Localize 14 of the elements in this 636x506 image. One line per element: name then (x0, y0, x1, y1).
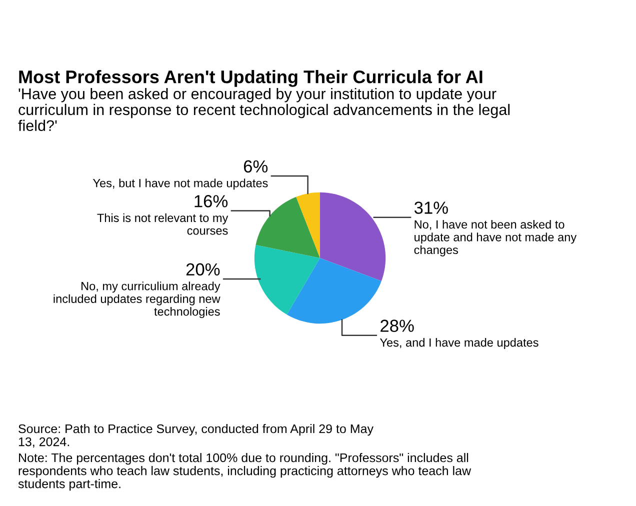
data-label: 16% (194, 195, 228, 208)
data-label: 28% (380, 320, 414, 332)
chart-title: Most Professors Aren't Updating Their Curricula for AI (19, 70, 482, 87)
data-label: 20% (186, 263, 220, 276)
data-label: 31% (414, 202, 448, 214)
text: Note: The percentages don't total 100% due to rounding. "Professors" includes all respondents who teach law students, including practicing attorneys who teach law students part-time. (18, 453, 472, 491)
slice-label: No, I have not been asked to update and have not made any changes (414, 220, 577, 256)
slice-label: No, my curriculium already included updates regarding new technologies (54, 282, 220, 318)
slice-label: Yes, but I have not made updates (92, 178, 268, 190)
chart-subtitle: 'Have you been asked or encouraged by your institution to update your curriculum in response to recent technological advancements in the legal field?' (18, 88, 510, 132)
slice-label: Yes, and I have made updates (380, 338, 538, 350)
data-label: 6% (244, 160, 268, 173)
source-note: Source: Path to Practice Survey, conducted from April 29 to May 13, 2024. (18, 424, 374, 448)
slice-label: This is not relevant to my courses (97, 213, 228, 235)
